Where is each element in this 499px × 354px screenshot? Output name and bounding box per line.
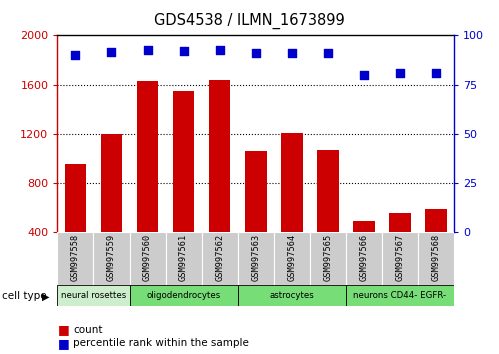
Bar	[101, 133, 122, 281]
Bar	[382, 232, 418, 285]
Point	[107, 49, 115, 55]
Text: GSM997564: GSM997564	[287, 234, 296, 281]
Bar	[346, 285, 454, 306]
Bar	[209, 80, 231, 281]
Text: percentile rank within the sample: percentile rank within the sample	[73, 338, 249, 348]
Bar	[317, 150, 339, 281]
Point	[324, 50, 332, 56]
Text: GDS4538 / ILMN_1673899: GDS4538 / ILMN_1673899	[154, 12, 345, 29]
Point	[396, 70, 404, 75]
Text: GSM997561: GSM997561	[179, 234, 188, 281]
Bar	[130, 232, 166, 285]
Text: GSM997559: GSM997559	[107, 234, 116, 281]
Bar	[238, 285, 346, 306]
Text: GSM997567: GSM997567	[396, 234, 405, 281]
Bar	[418, 232, 454, 285]
Point	[360, 72, 368, 78]
Bar	[64, 164, 86, 281]
Bar	[274, 232, 310, 285]
Bar	[202, 232, 238, 285]
Text: GSM997566: GSM997566	[359, 234, 368, 281]
Point	[180, 48, 188, 54]
Text: oligodendrocytes: oligodendrocytes	[147, 291, 221, 300]
Bar	[166, 232, 202, 285]
Text: cell type: cell type	[2, 291, 47, 301]
Text: ▶: ▶	[42, 291, 50, 301]
Bar	[130, 285, 238, 306]
Bar	[137, 81, 158, 281]
Bar	[238, 232, 274, 285]
Bar	[245, 152, 266, 281]
Text: neurons CD44- EGFR-: neurons CD44- EGFR-	[353, 291, 447, 300]
Bar	[389, 213, 411, 281]
Text: neural rosettes: neural rosettes	[61, 291, 126, 300]
Bar	[281, 133, 302, 281]
Text: GSM997565: GSM997565	[323, 234, 332, 281]
Text: ■: ■	[57, 324, 69, 336]
Point	[251, 50, 259, 56]
Point	[144, 47, 152, 53]
Point	[288, 50, 296, 56]
Text: count: count	[73, 325, 103, 335]
Text: GSM997558: GSM997558	[71, 234, 80, 281]
Text: GSM997562: GSM997562	[215, 234, 224, 281]
Text: GSM997563: GSM997563	[251, 234, 260, 281]
Text: GSM997560: GSM997560	[143, 234, 152, 281]
Point	[216, 47, 224, 53]
Bar	[93, 232, 130, 285]
Text: GSM997568: GSM997568	[432, 234, 441, 281]
Bar	[57, 232, 93, 285]
Point	[432, 70, 440, 75]
Bar	[425, 209, 447, 281]
Text: ■: ■	[57, 337, 69, 350]
Text: astrocytes: astrocytes	[269, 291, 314, 300]
Point	[71, 52, 79, 58]
Bar	[346, 232, 382, 285]
Bar	[353, 221, 375, 281]
Bar	[310, 232, 346, 285]
Bar	[57, 285, 130, 306]
Bar	[173, 91, 195, 281]
